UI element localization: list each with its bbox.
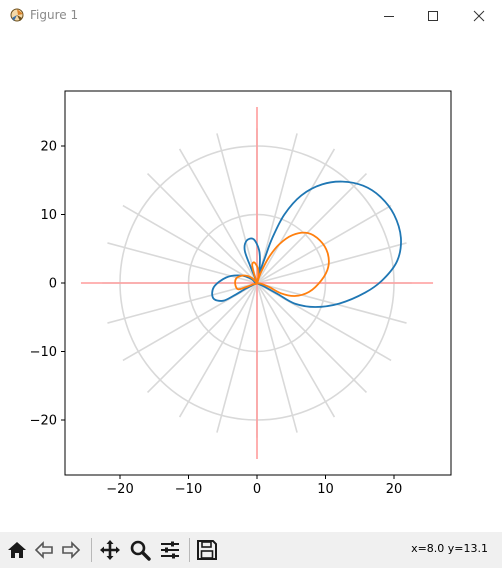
minimize-icon bbox=[384, 16, 394, 17]
forward-button[interactable] bbox=[58, 536, 84, 564]
series-line-2 bbox=[234, 231, 330, 297]
back-arrow-icon bbox=[34, 541, 53, 559]
toolbar-separator bbox=[189, 538, 190, 562]
cursor-coordinates: x=8.0 y=13.1 bbox=[411, 542, 488, 555]
zoom-magnifier-icon bbox=[130, 540, 151, 561]
series-line-1 bbox=[211, 180, 402, 308]
toolbar-separator bbox=[91, 538, 92, 562]
window-title: Figure 1 bbox=[30, 8, 79, 22]
x-tick-label: 20 bbox=[386, 482, 403, 497]
configure-subplots-icon bbox=[161, 541, 179, 559]
y-tick-label: −10 bbox=[30, 345, 57, 360]
x-tick-label: 10 bbox=[317, 482, 334, 497]
figure-canvas[interactable]: −20 −10 0 10 20 20 10 0 −10 −20 bbox=[0, 32, 502, 532]
close-button[interactable] bbox=[456, 0, 502, 32]
x-tick-label: 0 bbox=[253, 482, 261, 497]
home-icon bbox=[8, 542, 26, 558]
configure-subplots-button[interactable] bbox=[157, 536, 183, 564]
forward-arrow-icon bbox=[62, 541, 81, 559]
y-tick-label: 10 bbox=[40, 208, 57, 223]
y-tick-label: 0 bbox=[49, 277, 57, 292]
pan-move-icon bbox=[100, 540, 120, 560]
y-tick-label: 20 bbox=[40, 140, 57, 155]
window-titlebar: Figure 1 bbox=[0, 0, 502, 32]
y-tick-label: −20 bbox=[30, 414, 57, 429]
home-button[interactable] bbox=[4, 536, 30, 564]
minimize-button[interactable] bbox=[366, 0, 412, 32]
save-button[interactable] bbox=[194, 536, 220, 564]
matplotlib-figure-icon bbox=[8, 6, 26, 24]
pan-button[interactable] bbox=[97, 536, 123, 564]
maximize-button[interactable] bbox=[410, 0, 456, 32]
save-floppy-icon bbox=[197, 540, 217, 560]
polar-chart: −20 −10 0 10 20 20 10 0 −10 −20 bbox=[30, 90, 452, 498]
navigation-toolbar: x=8.0 y=13.1 bbox=[0, 532, 502, 568]
close-icon bbox=[473, 10, 485, 22]
maximize-icon bbox=[428, 11, 438, 21]
series-layer bbox=[211, 180, 402, 308]
ticks-layer: −20 −10 0 10 20 20 10 0 −10 −20 bbox=[30, 140, 403, 498]
x-tick-label: −10 bbox=[175, 482, 202, 497]
x-tick-label: −20 bbox=[106, 482, 133, 497]
zoom-button[interactable] bbox=[127, 536, 153, 564]
back-button[interactable] bbox=[31, 536, 57, 564]
